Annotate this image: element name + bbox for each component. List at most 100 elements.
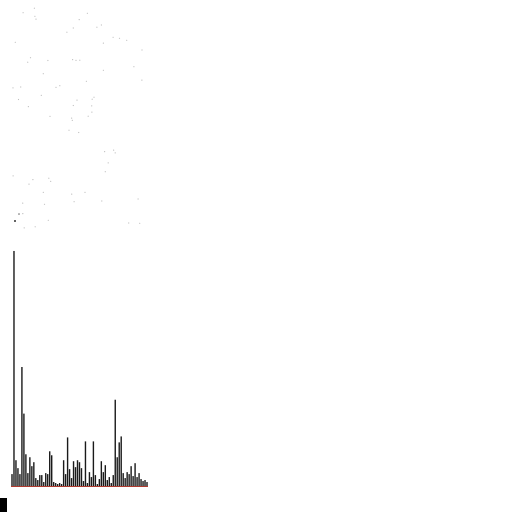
speckle-dot: [27, 61, 29, 63]
bar: [60, 484, 63, 486]
bar: [96, 484, 99, 486]
bar: [114, 399, 116, 487]
speckle-dot: [72, 104, 74, 107]
speckle-dot: [28, 183, 30, 185]
bar: [94, 475, 97, 486]
bar: [33, 462, 35, 486]
speckle-dot: [12, 175, 14, 177]
bar: [82, 481, 85, 486]
speckle-dot: [33, 7, 36, 9]
bar-series: [11, 250, 148, 487]
speckle-dot: [48, 177, 50, 179]
speckle-dot: [20, 86, 22, 88]
speckle-dot: [71, 117, 73, 119]
bar: [43, 482, 45, 486]
bar: [90, 477, 93, 486]
speckle-dot: [68, 129, 70, 131]
bar: [146, 482, 148, 486]
speckle-dot: [29, 57, 32, 59]
speckle-dot: [76, 99, 78, 101]
speckle-dot: [114, 152, 116, 154]
speckle-dot: [47, 219, 49, 221]
speckle-dot: [23, 227, 25, 229]
speckle-dot: [87, 115, 89, 117]
bar: [78, 462, 81, 486]
bar: [132, 476, 134, 486]
speckle-dot: [34, 226, 36, 228]
speckle-dot: [42, 191, 44, 193]
bar: [110, 483, 112, 486]
bar: [140, 479, 142, 486]
speckle-dot: [73, 201, 75, 203]
speckle-dot: [40, 94, 42, 96]
bar: [39, 475, 41, 486]
bar: [17, 468, 19, 486]
speckle-dot: [43, 203, 46, 205]
speckle-dot: [141, 79, 143, 81]
bar: [27, 473, 29, 486]
bar: [52, 482, 55, 486]
bar: [13, 250, 15, 486]
bar: [124, 478, 126, 486]
bar: [66, 437, 69, 486]
bar: [74, 467, 77, 486]
speckle-dot: [50, 180, 52, 182]
bar: [136, 477, 138, 486]
bar: [21, 367, 23, 486]
bar: [41, 475, 43, 486]
bar: [112, 475, 114, 486]
bar: [84, 441, 87, 487]
speckle-dot: [107, 162, 109, 164]
speckle-dot: [55, 86, 57, 88]
speckle-dot: [139, 222, 141, 224]
speckle-dot: [91, 111, 93, 113]
speckle-dot: [42, 73, 44, 75]
speckle-dot: [72, 59, 74, 61]
speckle-dot: [84, 191, 86, 193]
bar: [104, 465, 107, 486]
speckle-dot: [113, 149, 115, 151]
speckle-dot: [137, 198, 139, 200]
corner-marker: [0, 498, 7, 512]
bar: [35, 478, 37, 486]
speckle-dot: [93, 96, 95, 98]
speckle-dot: [104, 151, 106, 153]
bar: [80, 468, 83, 486]
bar: [126, 472, 128, 486]
bar: [102, 472, 105, 486]
speckle-dot: [100, 24, 102, 26]
speckle-dot: [102, 42, 104, 44]
speckle-dot: [91, 98, 93, 100]
bar: [120, 436, 122, 486]
bar: [118, 442, 120, 486]
speckle-dot: [34, 15, 36, 17]
background-dots: [12, 7, 143, 229]
speckle-dot: [14, 41, 16, 43]
speckle-dot: [79, 59, 81, 61]
bar: [108, 477, 110, 486]
bar: [58, 483, 61, 486]
bar: [37, 480, 39, 486]
speckle-dot: [35, 18, 37, 20]
bar: [25, 454, 27, 486]
speckle-dot: [126, 39, 128, 41]
speckle-dot: [66, 31, 68, 33]
speckle-dot: [59, 85, 61, 87]
speckle-dot: [102, 69, 104, 71]
speckle-dot: [96, 26, 98, 28]
bar: [51, 455, 53, 486]
bar: [98, 479, 101, 486]
bar: [72, 461, 75, 486]
bar: [122, 473, 124, 486]
bar: [49, 451, 51, 486]
bar: [128, 474, 130, 486]
bar: [62, 460, 65, 486]
bar: [47, 474, 49, 486]
speckle-dot: [118, 37, 121, 39]
speckle-dot: [32, 179, 34, 181]
speckle-dot: [71, 193, 73, 195]
speckle-dot: [49, 115, 51, 117]
speckle-dot: [27, 106, 29, 108]
bar: [86, 483, 89, 486]
